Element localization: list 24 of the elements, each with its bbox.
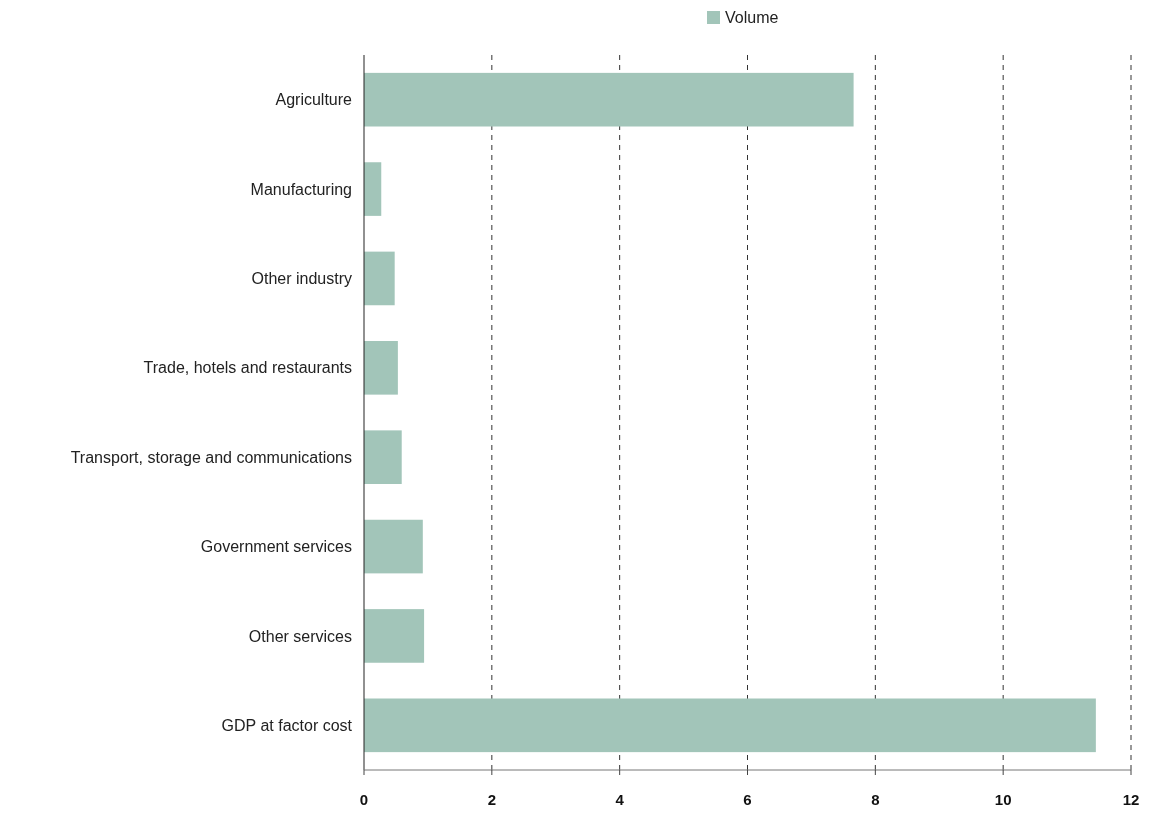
x-tick-label: 6 bbox=[743, 791, 752, 808]
x-tick-label: 0 bbox=[359, 791, 369, 808]
y-tick-label: Other services bbox=[248, 627, 352, 645]
bar bbox=[364, 698, 1096, 753]
bar bbox=[364, 162, 382, 216]
x-tick-label: 2 bbox=[487, 791, 497, 808]
bar bbox=[364, 251, 395, 306]
y-tick-label: Manufacturing bbox=[250, 180, 352, 198]
x-tick-label: 8 bbox=[871, 791, 880, 808]
x-tick-label: 12 bbox=[1122, 791, 1140, 808]
bar bbox=[364, 519, 423, 574]
y-tick-label: Transport, storage and communications bbox=[70, 448, 352, 466]
bar bbox=[364, 609, 425, 663]
x-tick-label: 10 bbox=[994, 791, 1012, 808]
y-tick-label: Government services bbox=[200, 538, 352, 556]
bar bbox=[364, 341, 398, 395]
x-tick-label: 4 bbox=[615, 791, 625, 808]
bar bbox=[364, 430, 402, 484]
bar bbox=[364, 72, 854, 127]
y-tick-label: Trade, hotels and restaurants bbox=[143, 359, 352, 377]
y-tick-label: GDP at factor cost bbox=[221, 716, 353, 734]
y-tick-label: Agriculture bbox=[275, 91, 353, 109]
legend-label: Volume bbox=[725, 9, 779, 26]
y-tick-label: Other industry bbox=[251, 270, 352, 288]
